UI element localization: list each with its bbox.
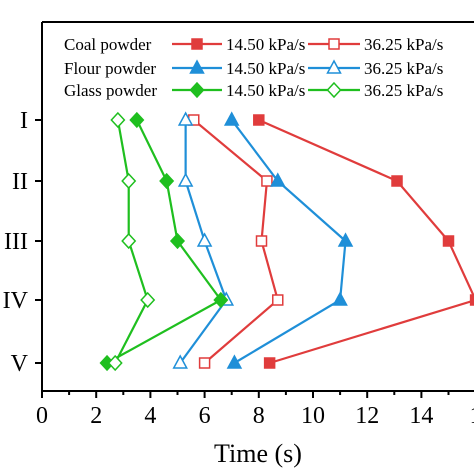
x-tick-label: 10	[301, 403, 325, 429]
data-point	[172, 354, 188, 369]
data-point	[121, 232, 137, 250]
data-point	[121, 172, 137, 190]
data-point	[140, 291, 156, 309]
legend-entry-label: 36.25 kPa/s	[364, 81, 443, 100]
legend-entry-label: 14.50 kPa/s	[226, 59, 305, 78]
legend-marker	[191, 38, 203, 50]
x-tick-label: 2	[90, 403, 102, 429]
x-tick-label: 6	[199, 403, 211, 429]
data-point	[270, 172, 286, 187]
data-point	[177, 172, 194, 187]
x-tick-label: 1	[470, 403, 474, 429]
data-point	[213, 291, 229, 309]
y-tick-label: II	[12, 169, 28, 195]
legend-marker	[189, 59, 205, 74]
x-tick-label: 8	[253, 403, 265, 429]
data-point	[442, 235, 455, 247]
legend-marker	[326, 81, 342, 99]
legend-group-label: Coal powder	[64, 35, 152, 54]
data-point	[129, 111, 145, 129]
data-point	[272, 294, 284, 306]
x-tick-label: 4	[144, 403, 156, 429]
series-layer	[99, 111, 474, 372]
data-point	[223, 111, 240, 126]
legend-group-label: Flour powder	[64, 59, 156, 78]
legend-entry-label: 14.50 kPa/s	[226, 35, 305, 54]
data-point	[177, 111, 194, 126]
y-tick-label: III	[4, 229, 28, 255]
series-2	[223, 111, 354, 369]
y-tick-label: IV	[3, 288, 29, 314]
x-tick-label: 12	[355, 403, 379, 429]
y-tick-label: V	[11, 351, 29, 377]
legend-row: Glass powder 14.50 kPa/s 36.25 kPa/s	[64, 81, 443, 100]
data-point	[253, 114, 265, 126]
series-0	[253, 114, 474, 369]
data-point	[261, 175, 273, 187]
legend-entry-label: 14.50 kPa/s	[226, 81, 305, 100]
y-tick-label: I	[20, 108, 28, 134]
data-point	[169, 232, 186, 250]
legend-group-label: Glass powder	[64, 81, 157, 100]
data-point	[196, 232, 213, 247]
legend-entry-label: 36.25 kPa/s	[364, 59, 443, 78]
legend-marker	[189, 81, 205, 99]
data-point	[332, 291, 348, 306]
data-point	[198, 357, 211, 369]
legend-row: Coal powder 14.50 kPa/s 36.25 kPa/s	[64, 35, 443, 54]
data-point	[226, 354, 243, 369]
x-ticks: 0 2 4 6 8 10 12 14 1	[36, 391, 474, 429]
x-tick-label: 0	[36, 403, 48, 429]
x-tick-label: 14	[409, 403, 433, 429]
legend-marker	[326, 59, 342, 74]
data-point	[263, 357, 276, 369]
legend-entry-label: 36.25 kPa/s	[364, 35, 443, 54]
x-axis-title: Time (s)	[214, 439, 302, 468]
data-point	[159, 172, 175, 190]
legend-row: Flour powder 14.50 kPa/s 36.25 kPa/s	[64, 59, 443, 78]
legend-marker	[328, 38, 340, 50]
series-4	[99, 111, 229, 372]
series-5	[107, 111, 156, 372]
data-point	[337, 232, 354, 247]
data-point	[469, 294, 474, 306]
data-point	[391, 175, 403, 187]
data-point	[107, 354, 123, 372]
data-point	[110, 111, 126, 129]
data-point	[255, 235, 268, 247]
